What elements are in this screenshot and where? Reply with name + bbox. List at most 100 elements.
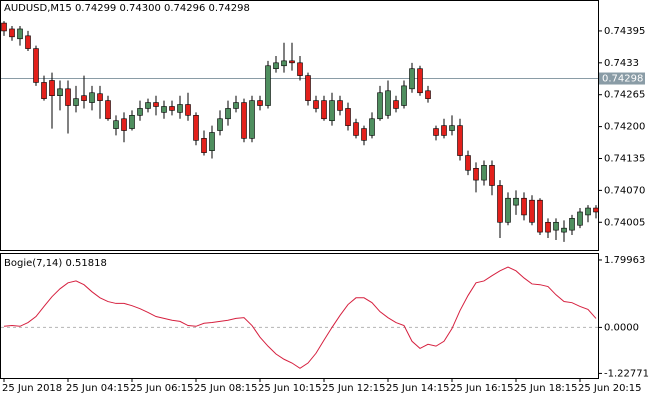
y-tick-label: 0.74395: [604, 26, 645, 37]
y-tick-label: -1.22771: [604, 368, 649, 379]
candle-body: [353, 122, 359, 136]
y-tick-label: 0.74070: [604, 185, 645, 196]
y-tick-label: 0.74265: [604, 90, 645, 101]
candle-body: [89, 92, 95, 103]
chart-title: AUDUSD,M15 0.74299 0.74300 0.74296 0.742…: [4, 3, 250, 14]
candle-body: [257, 100, 263, 106]
candle-body: [593, 207, 599, 213]
candle-body: [273, 62, 279, 70]
candle-body: [193, 115, 199, 141]
candle-body: [65, 88, 71, 106]
y-tick-label: 0.74005: [604, 217, 645, 228]
candle-body: [289, 60, 295, 64]
x-tick-label: 25 Jun 04:15: [66, 383, 130, 394]
candle-body: [433, 128, 439, 136]
candle-body: [521, 197, 527, 216]
candle-body: [561, 227, 567, 233]
x-tick-label: 25 Jun 2018: [2, 383, 62, 394]
candle-body: [385, 90, 391, 116]
indicator-line: [3, 266, 597, 369]
candle-body: [449, 125, 455, 131]
candle-body: [345, 108, 351, 126]
candle-body: [441, 125, 447, 136]
x-tick-label: 25 Jun 14:15: [386, 383, 450, 394]
y-tick-label: 0.74200: [604, 122, 645, 133]
candle-body: [313, 100, 319, 109]
x-tick-label: 25 Jun 12:15: [322, 383, 386, 394]
candle-body: [105, 100, 111, 120]
candle-body: [473, 168, 479, 181]
candle-body: [33, 48, 39, 83]
candle-body: [73, 98, 79, 106]
candle-body: [305, 75, 311, 101]
candle-body: [161, 106, 167, 113]
candle-body: [537, 199, 543, 233]
y-tick-label: 0.0000: [604, 322, 639, 333]
candle-body: [409, 68, 415, 90]
candle-body: [529, 199, 535, 223]
candle-body: [145, 102, 151, 109]
candle-body: [57, 88, 63, 96]
candle-body: [553, 221, 559, 231]
x-tick-label: 25 Jun 08:15: [194, 383, 258, 394]
x-tick-label: 25 Jun 20:15: [578, 383, 642, 394]
candle-body: [209, 132, 215, 151]
x-tick-label: 25 Jun 06:15: [130, 383, 194, 394]
x-tick-label: 25 Jun 10:15: [258, 383, 322, 394]
candle-body: [201, 138, 207, 153]
candle-body: [425, 90, 431, 99]
candle-body: [545, 221, 551, 233]
candle-body: [185, 104, 191, 116]
candle-body: [49, 80, 55, 96]
candle-body: [361, 128, 367, 141]
candle-body: [393, 100, 399, 109]
x-tick-label: 25 Jun 16:15: [450, 383, 514, 394]
candle-body: [17, 28, 23, 40]
candle-body: [577, 211, 583, 226]
y-tick-label: 1.79963: [604, 255, 645, 266]
candle-body: [137, 108, 143, 116]
candle-body: [457, 125, 463, 156]
candle-body: [41, 82, 47, 99]
candle-body: [113, 120, 119, 129]
x-tick-label: 25 Jun 18:15: [514, 383, 578, 394]
candle-body: [81, 95, 87, 101]
candle-body: [177, 104, 183, 113]
candle-body: [297, 62, 303, 76]
candle-body: [377, 92, 383, 120]
candle-body: [233, 102, 239, 109]
candle-body: [153, 102, 159, 107]
candle-body: [9, 28, 15, 38]
candle-body: [225, 108, 231, 120]
candle-body: [129, 115, 135, 129]
candle-body: [505, 197, 511, 223]
candle-body: [369, 118, 375, 136]
candle-body: [321, 100, 327, 120]
price-label-box: [599, 72, 645, 85]
candle-body: [481, 165, 487, 181]
price-label: 0.74298: [602, 74, 643, 85]
candle-body: [401, 85, 407, 106]
candle-body: [513, 197, 519, 206]
candle-body: [249, 100, 255, 139]
y-tick-label: 0.7433: [604, 58, 639, 69]
candle-body: [97, 93, 103, 101]
candle-body: [25, 35, 31, 49]
candle-body: [417, 68, 423, 94]
candle-body: [169, 106, 175, 111]
candle-body: [265, 65, 271, 106]
candle-body: [329, 100, 335, 122]
candle-body: [121, 118, 127, 131]
candle-body: [217, 118, 223, 131]
candle-body: [585, 207, 591, 216]
indicator-title: Bogie(7,14) 0.51818: [4, 258, 107, 269]
indicator-frame: [0, 253, 599, 379]
candle-body: [281, 60, 287, 67]
candle-body: [465, 155, 471, 171]
candle-body: [1, 22, 7, 32]
candle-body: [241, 102, 247, 139]
candle-body: [337, 100, 343, 111]
y-tick-label: 0.74135: [604, 153, 645, 164]
candle-body: [489, 165, 495, 186]
